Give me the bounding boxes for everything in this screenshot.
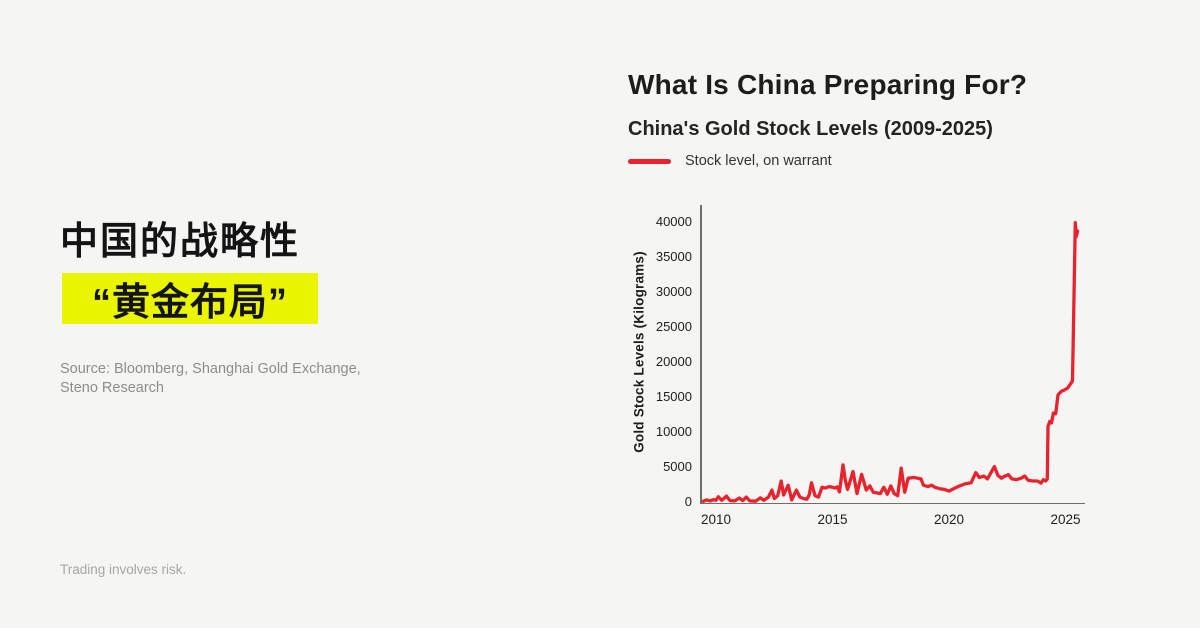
headline-line1: 中国的战略性 — [60, 221, 301, 263]
chart-subtitle: China's Gold Stock Levels (2009-2025) — [628, 118, 993, 140]
y-tick-label: 40000 — [655, 214, 692, 229]
y-tick-label: 0 — [684, 494, 692, 509]
y-tick-label: 35000 — [655, 249, 692, 264]
y-axis-line — [700, 205, 702, 503]
source-line2: Steno Research — [60, 379, 164, 396]
legend-label: Stock level, on warrant — [685, 153, 832, 169]
source-line1: Source: Bloomberg, Shanghai Gold Exchang… — [60, 361, 361, 377]
y-tick-label: 30000 — [655, 284, 692, 299]
chart-title: What Is China Preparing For? — [628, 69, 1028, 100]
chart-legend: Stock level, on warrant — [628, 153, 832, 169]
y-tick-label: 20000 — [655, 354, 692, 369]
source-note: Source: Bloomberg, Shanghai Gold Exchang… — [60, 360, 361, 397]
headline-highlight: “黄金布局” — [62, 273, 318, 324]
legend-line-swatch-icon — [628, 158, 671, 164]
risk-disclaimer: Trading involves risk. — [60, 562, 187, 577]
y-tick-label: 5000 — [663, 459, 692, 474]
y-tick-label: 15000 — [655, 389, 692, 404]
x-tick-label: 2015 — [817, 512, 848, 527]
x-tick-label: 2020 — [933, 512, 965, 527]
y-tick-label: 10000 — [655, 424, 692, 439]
x-tick-label: 2025 — [1050, 512, 1081, 527]
x-axis-line — [700, 502, 1085, 504]
stock-level-line — [701, 221, 1080, 503]
headline-line2: “黄金布局” — [91, 282, 288, 324]
y-tick-label: 25000 — [655, 319, 692, 334]
x-tick-label: 2010 — [700, 512, 732, 527]
